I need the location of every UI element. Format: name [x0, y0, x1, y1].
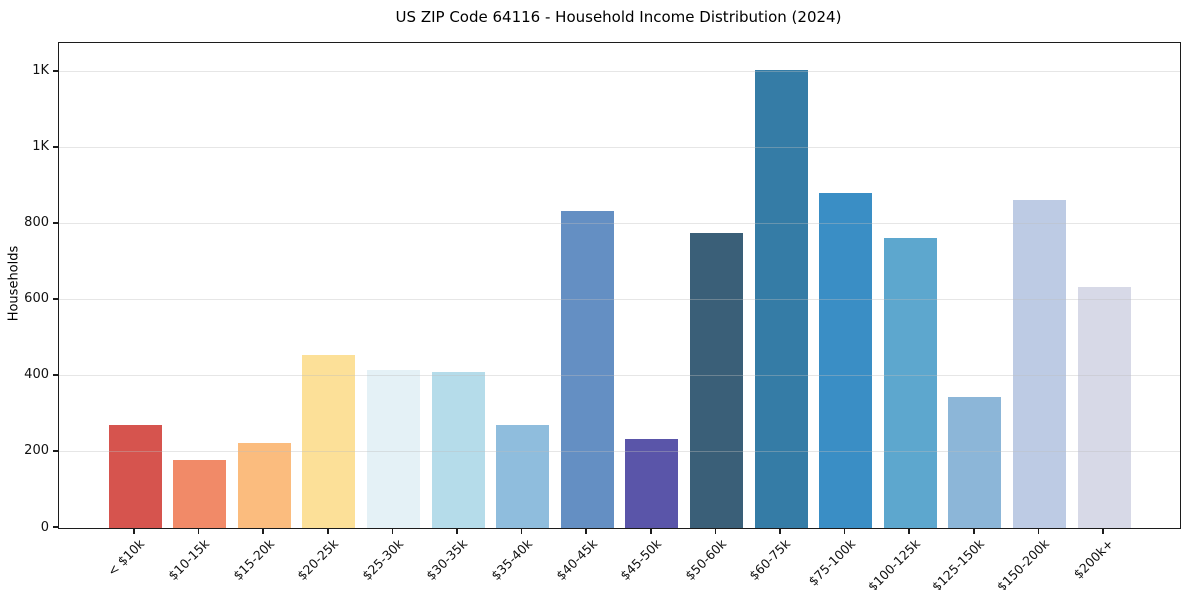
- y-tick-label: 800: [24, 215, 49, 231]
- gridline: [59, 298, 1180, 300]
- x-tick-mark: [908, 528, 910, 534]
- y-tick-mark: [53, 450, 58, 452]
- bar-$200k+: [1077, 287, 1131, 528]
- bar-$35-40k: [496, 425, 550, 528]
- y-tick-label: 0: [40, 519, 49, 535]
- bar-$10-15k: [173, 460, 227, 528]
- bar-$45-50k: [625, 438, 679, 528]
- bar-$150-200k: [1012, 199, 1066, 528]
- y-tick-label: 1K: [32, 63, 49, 79]
- gridline: [59, 70, 1180, 72]
- bar-$20-25k: [302, 355, 356, 528]
- chart-title: US ZIP Code 64116 - Household Income Dis…: [395, 8, 842, 26]
- bar-$75-100k: [819, 193, 873, 528]
- x-tick-mark: [391, 528, 394, 534]
- y-tick-mark: [53, 146, 58, 148]
- x-tick-mark: [585, 528, 587, 534]
- x-tick-mark: [843, 528, 846, 534]
- x-tick-mark: [262, 528, 264, 534]
- bar-$25-30k: [366, 369, 420, 528]
- y-tick-mark: [53, 298, 58, 300]
- y-tick-mark: [53, 222, 58, 224]
- x-tick-mark: [650, 528, 652, 534]
- y-tick-mark: [53, 526, 58, 528]
- bar-< $10k: [108, 425, 162, 528]
- y-tick-label: 400: [24, 367, 49, 383]
- y-axis-label: Households: [6, 245, 22, 322]
- x-tick-mark: [133, 528, 135, 534]
- gridline: [59, 222, 1180, 224]
- x-tick-mark: [1037, 528, 1040, 534]
- y-tick-label: 200: [24, 443, 49, 459]
- y-tick-label: 600: [24, 291, 49, 307]
- plot-area: [58, 42, 1181, 529]
- y-tick-mark: [53, 70, 58, 72]
- bar-$125-150k: [948, 396, 1002, 528]
- x-tick-mark: [779, 528, 781, 534]
- bar-$60-75k: [754, 70, 808, 528]
- y-tick-label: 1K: [32, 139, 49, 155]
- gridline: [59, 450, 1180, 452]
- bar-$40-45k: [560, 211, 614, 528]
- x-tick-mark: [456, 528, 458, 534]
- x-tick-mark: [520, 528, 523, 534]
- x-tick-mark: [973, 528, 975, 534]
- x-tick-mark: [327, 528, 329, 534]
- bar-$50-60k: [689, 233, 743, 528]
- bar-$30-35k: [431, 372, 485, 528]
- x-tick-mark: [1102, 528, 1104, 534]
- y-tick-mark: [53, 374, 58, 376]
- x-tick-mark: [714, 528, 717, 534]
- bar-$100-125k: [883, 238, 937, 528]
- x-tick-mark: [197, 528, 200, 534]
- bar-$15-20k: [237, 443, 291, 528]
- gridline: [59, 146, 1180, 148]
- gridline: [59, 374, 1180, 376]
